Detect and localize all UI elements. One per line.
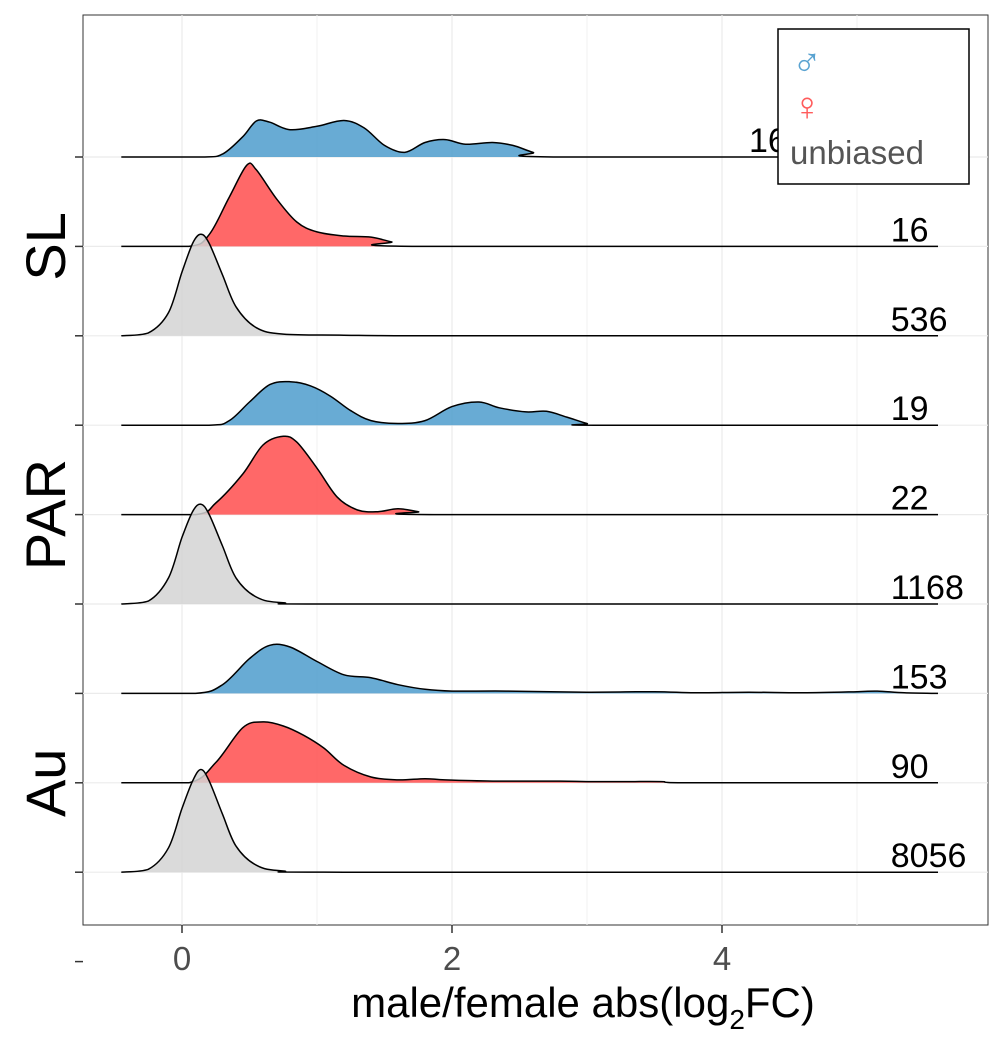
ridge-outline-par-unbiased: [121, 503, 938, 605]
ridge-fill-au-unbiased: [121, 769, 939, 873]
ridge-outline-par-male: [121, 380, 938, 426]
ridge-fill-au-female: [121, 721, 939, 783]
ridge-fill-par-unbiased: [121, 504, 939, 604]
ridge-outline-au-unbiased: [121, 768, 938, 873]
ridge-fill-sl-male: [121, 119, 939, 157]
count-label: 153: [891, 658, 948, 696]
legend-label-male: ♂: [792, 41, 822, 85]
x-axis-title: male/female abs(log2FC): [351, 979, 815, 1035]
ridge-outline-sl-female: [121, 162, 938, 248]
ridge-outline-sl-unbiased: [121, 233, 938, 337]
legend-label-female: ♀: [792, 85, 822, 129]
count-label: 22: [891, 480, 929, 518]
count-label: 90: [891, 748, 929, 786]
x-tick-label: 0: [173, 940, 191, 977]
ridge-fill-sl-unbiased: [121, 234, 939, 336]
ridge-outline-au-male: [121, 643, 939, 695]
x-tick-label: 4: [713, 940, 731, 977]
x-tick-label: 2: [443, 940, 461, 977]
x-axis-title-subscript: 2: [729, 1004, 745, 1035]
y-group-label: SL: [14, 212, 77, 281]
legend: ♂ ♀ unbiased: [777, 28, 970, 185]
count-label: 1168: [891, 569, 964, 607]
ridge-fill-par-female: [121, 436, 939, 515]
count-label: 536: [891, 301, 948, 339]
legend-label-unbiased: unbiased: [790, 134, 924, 171]
x-axis-title-main: male/female abs(log: [351, 979, 729, 1026]
ridge-outline-au-female: [121, 721, 938, 784]
count-label: 19: [891, 390, 929, 428]
ridge-outline-par-female: [121, 435, 939, 516]
legend-box: [777, 28, 970, 185]
y-axis: SL PAR Au: [14, 156, 83, 963]
count-label: 8056: [891, 837, 967, 875]
ridge-layer: [121, 119, 939, 873]
x-axis-title-tail: FC): [745, 979, 815, 1026]
ridge-fill-au-male: [121, 644, 939, 694]
y-group-label: PAR: [14, 459, 77, 570]
x-axis: 0 2 4: [173, 925, 731, 977]
ridge-outline-sl-male: [121, 119, 938, 158]
ridge-fill-par-male: [121, 381, 939, 426]
count-label: 16: [891, 211, 929, 249]
y-group-label: Au: [14, 749, 77, 818]
